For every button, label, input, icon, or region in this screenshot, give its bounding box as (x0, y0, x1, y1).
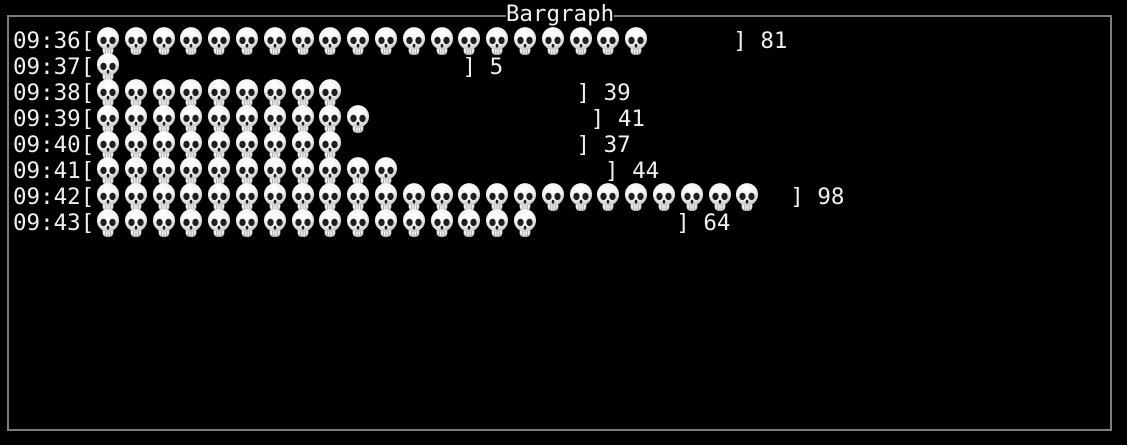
skull-icon (568, 27, 594, 57)
skull-icon (623, 27, 649, 57)
row-time-label: 09:43[ (13, 210, 95, 236)
skull-icon (262, 27, 288, 57)
skull-icon (317, 209, 343, 239)
skull-icon (595, 27, 621, 57)
skull-icon (151, 209, 177, 239)
skull-icon (540, 183, 566, 213)
skull-icon (595, 183, 621, 213)
skull-icon (651, 183, 677, 213)
row-close-bracket: ] (462, 54, 477, 80)
skull-icon (734, 183, 760, 213)
skull-icon (345, 105, 371, 135)
skull-icon (206, 27, 232, 57)
skull-icon (123, 209, 149, 239)
row-value: 39 (603, 80, 631, 106)
skull-icon (401, 209, 427, 239)
window-title: Bargraph (505, 1, 615, 27)
skull-icon (484, 209, 510, 239)
row-time-label: 09:36[ (13, 28, 95, 54)
row-close-bracket: ] (605, 158, 619, 184)
row-close-bracket: ] (590, 106, 605, 132)
skull-icon (512, 209, 538, 239)
row-value: 64 (703, 210, 731, 236)
row-close-bracket: ] (676, 210, 690, 236)
skull-icon (345, 209, 371, 239)
skull-icon (290, 27, 316, 57)
row-time-label: 09:39[ (13, 106, 95, 132)
skull-icon (178, 27, 204, 57)
row-close-bracket: ] (790, 184, 804, 210)
skull-icon (679, 183, 705, 213)
row-time-label: 09:42[ (13, 184, 95, 210)
skull-icon (484, 27, 510, 57)
skull-icon (206, 209, 232, 239)
skull-icon (707, 183, 733, 213)
row-value: 44 (632, 158, 660, 184)
skull-icon (429, 209, 455, 239)
skull-icon (262, 209, 288, 239)
skull-icon (568, 183, 594, 213)
skull-icon (429, 27, 455, 57)
skull-bar (95, 209, 538, 239)
row-value: 5 (489, 54, 504, 80)
row-time-label: 09:40[ (13, 132, 95, 158)
row-value: 98 (817, 184, 845, 210)
skull-icon (317, 27, 343, 57)
skull-icon (345, 27, 371, 57)
row-close-bracket: ] (733, 28, 747, 54)
skull-icon (456, 209, 482, 239)
skull-icon (95, 209, 121, 239)
skull-bar (95, 27, 649, 57)
row-time-label: 09:41[ (13, 158, 95, 184)
row-time-label: 09:37[ (13, 54, 95, 80)
skull-icon (234, 209, 260, 239)
skull-icon (290, 209, 316, 239)
row-time-label: 09:38[ (13, 80, 95, 106)
row-close-bracket: ] (576, 80, 591, 106)
skull-icon (373, 209, 399, 239)
row-value: 81 (760, 28, 788, 54)
skull-icon (623, 183, 649, 213)
skull-icon (373, 27, 399, 57)
skull-icon (512, 27, 538, 57)
skull-icon (178, 209, 204, 239)
row-value: 37 (603, 132, 631, 158)
skull-icon (151, 27, 177, 57)
skull-icon (456, 27, 482, 57)
row-value: 41 (617, 106, 645, 132)
skull-icon (123, 27, 149, 57)
row-close-bracket: ] (576, 132, 591, 158)
skull-icon (234, 27, 260, 57)
skull-icon (401, 27, 427, 57)
skull-icon (540, 27, 566, 57)
